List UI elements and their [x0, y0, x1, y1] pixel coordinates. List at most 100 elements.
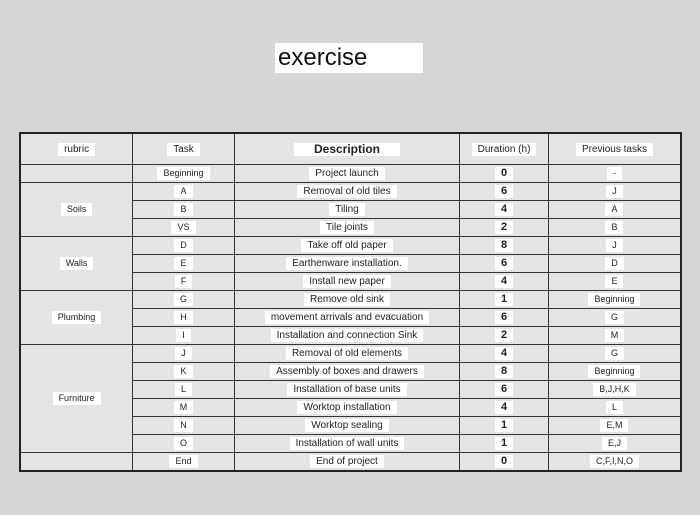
duration: 1: [494, 419, 514, 432]
duration: 4: [494, 347, 514, 360]
previous-tasks-cell: Beginning: [547, 290, 682, 309]
description-cell: Assembly of boxes and drawers: [233, 362, 461, 381]
rubric-cell: Soils: [19, 182, 134, 237]
previous-tasks-cell: B,J,H,K: [547, 380, 682, 399]
task-row: O Installation of wall units 1 E,J: [20, 434, 682, 453]
duration-cell: 0: [459, 452, 549, 472]
description: Remove old sink: [304, 293, 390, 306]
previous-tasks: -: [606, 167, 622, 180]
task-id: L: [174, 383, 192, 396]
task-id-cell: F: [132, 272, 235, 291]
task-id-cell: Beginning: [132, 164, 235, 183]
duration-cell: 6: [459, 380, 549, 399]
description-cell: movement arrivals and evacuation: [233, 308, 461, 327]
description-cell: Removal of old tiles: [233, 182, 461, 201]
header-label: Duration (h): [471, 142, 537, 156]
previous-tasks-cell: C,F,I,N,O: [547, 452, 682, 472]
duration-cell: 0: [459, 164, 549, 183]
task-id: E: [174, 257, 193, 270]
rubric-cell: Walls: [19, 236, 134, 291]
previous-tasks: L: [605, 401, 623, 414]
header-cell: Previous tasks: [547, 132, 682, 165]
previous-tasks: J: [606, 185, 623, 198]
duration-cell: 1: [459, 416, 549, 435]
duration-cell: 1: [459, 434, 549, 453]
duration-cell: 2: [459, 218, 549, 237]
description-cell: Installation and connection Sink: [233, 326, 461, 345]
previous-tasks-cell: E,M: [547, 416, 682, 435]
task-row: Plumbing G Remove old sink 1 Beginning: [19, 290, 682, 345]
duration: 8: [494, 365, 514, 378]
task-row: K Assembly of boxes and drawers 8 Beginning: [20, 362, 682, 381]
rubric-cell: Furniture: [19, 344, 134, 453]
previous-tasks-cell: L: [547, 398, 682, 417]
previous-tasks-cell: J: [547, 236, 682, 255]
task-id: VS: [171, 221, 196, 234]
duration-cell: 1: [459, 290, 549, 309]
task-id-cell: M: [132, 398, 235, 417]
previous-tasks-cell: -: [547, 164, 682, 183]
previous-tasks-cell: Beginning: [547, 362, 682, 381]
task-row: F Install new paper 4 E: [20, 272, 682, 291]
task-id-cell: L: [132, 380, 235, 399]
task-id-cell: O: [132, 434, 235, 453]
task-id: A: [174, 185, 193, 198]
previous-tasks-cell: E,J: [547, 434, 682, 453]
description-cell: Removal of old elements: [233, 344, 461, 363]
duration-cell: 4: [459, 344, 549, 363]
description: Worktop installation: [297, 401, 397, 414]
previous-tasks: G: [604, 347, 624, 360]
task-id: K: [174, 365, 193, 378]
duration-cell: 6: [459, 254, 549, 273]
duration: 1: [494, 293, 514, 306]
description: Removal of old tiles: [297, 185, 397, 198]
description-cell: Remove old sink: [233, 290, 461, 309]
duration-cell: 8: [459, 362, 549, 381]
task-id-cell: H: [132, 308, 235, 327]
duration: 6: [494, 185, 514, 198]
description-cell: Worktop installation: [233, 398, 461, 417]
task-id-cell: J: [132, 344, 235, 363]
previous-tasks: Beginning: [588, 365, 641, 378]
description: Earthenware installation.: [286, 257, 408, 270]
task-id: G: [173, 293, 193, 306]
rubric-label: Plumbing: [51, 311, 102, 324]
previous-tasks-cell: J: [547, 182, 682, 201]
task-id: O: [173, 437, 193, 450]
previous-tasks-cell: G: [547, 308, 682, 327]
description: Tiling: [329, 203, 365, 216]
previous-tasks-cell: A: [547, 200, 682, 219]
task-table: rubric Task Description Duration (h) Previou…: [19, 132, 682, 472]
task-id-cell: K: [132, 362, 235, 381]
duration-cell: 6: [459, 182, 549, 201]
description-cell: End of project: [233, 452, 461, 472]
previous-tasks: E,M: [600, 419, 629, 432]
task-row: End End of project 0 C,F,I,N,O: [19, 452, 682, 472]
task-id-cell: G: [132, 290, 235, 309]
description: movement arrivals and evacuation: [264, 311, 430, 324]
header-cell: Task: [132, 132, 235, 165]
description: Installation of wall units: [289, 437, 405, 450]
header-label: rubric: [58, 142, 96, 156]
description: Installation and connection Sink: [270, 329, 424, 342]
task-row: B Tiling 4 A: [20, 200, 682, 219]
task-id: D: [174, 239, 193, 252]
description-cell: Project launch: [233, 164, 461, 183]
description: Removal of old elements: [285, 347, 409, 360]
previous-tasks: B,J,H,K: [593, 383, 636, 396]
description: End of project: [310, 455, 384, 468]
description-cell: Earthenware installation.: [233, 254, 461, 273]
task-id-cell: A: [132, 182, 235, 201]
description: Take off old paper: [301, 239, 393, 252]
duration: 4: [494, 203, 514, 216]
header-cell: Description: [233, 132, 461, 165]
task-id-cell: E: [132, 254, 235, 273]
description-cell: Tile joints: [233, 218, 461, 237]
header-label: Description: [293, 142, 400, 156]
task-id: B: [174, 203, 193, 216]
task-id: J: [175, 347, 192, 360]
previous-tasks: A: [605, 203, 624, 216]
previous-tasks: D: [605, 257, 624, 270]
